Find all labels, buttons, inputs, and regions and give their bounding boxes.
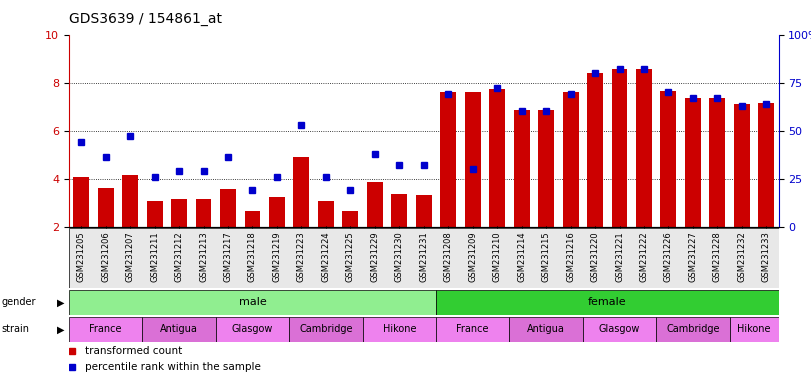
Text: GSM231224: GSM231224 xyxy=(321,232,330,282)
Text: GSM231222: GSM231222 xyxy=(640,232,649,282)
FancyBboxPatch shape xyxy=(436,290,779,315)
Bar xyxy=(685,98,701,227)
Bar xyxy=(195,199,212,227)
Bar xyxy=(489,89,505,227)
Text: GSM231208: GSM231208 xyxy=(444,232,453,282)
Text: GDS3639 / 154861_at: GDS3639 / 154861_at xyxy=(69,12,222,25)
Text: ▶: ▶ xyxy=(58,297,65,308)
Text: GSM231220: GSM231220 xyxy=(590,232,599,282)
FancyBboxPatch shape xyxy=(583,317,656,342)
Text: GSM231210: GSM231210 xyxy=(492,232,502,282)
Text: France: France xyxy=(89,324,122,334)
Text: Glasgow: Glasgow xyxy=(232,324,273,334)
FancyBboxPatch shape xyxy=(509,317,583,342)
FancyBboxPatch shape xyxy=(69,317,143,342)
Text: France: France xyxy=(457,324,489,334)
FancyBboxPatch shape xyxy=(730,317,779,342)
FancyBboxPatch shape xyxy=(69,228,779,288)
Bar xyxy=(342,211,358,227)
Bar xyxy=(171,199,187,227)
Text: percentile rank within the sample: percentile rank within the sample xyxy=(84,362,260,372)
Text: GSM231216: GSM231216 xyxy=(566,232,575,282)
Text: GSM231232: GSM231232 xyxy=(737,232,746,282)
Text: GSM231205: GSM231205 xyxy=(77,232,86,282)
Text: GSM231218: GSM231218 xyxy=(248,232,257,282)
Text: GSM231219: GSM231219 xyxy=(272,232,281,282)
Bar xyxy=(710,98,725,227)
Bar xyxy=(220,189,236,227)
Bar xyxy=(440,92,456,227)
Text: GSM231221: GSM231221 xyxy=(615,232,624,282)
Bar xyxy=(416,195,431,227)
Text: GSM231228: GSM231228 xyxy=(713,232,722,282)
Text: GSM231226: GSM231226 xyxy=(664,232,673,282)
Text: GSM231217: GSM231217 xyxy=(224,232,233,282)
Text: GSM231212: GSM231212 xyxy=(174,232,183,282)
Bar xyxy=(97,188,114,227)
Text: GSM231225: GSM231225 xyxy=(345,232,355,282)
Bar xyxy=(244,211,260,227)
Text: Antigua: Antigua xyxy=(527,324,565,334)
FancyBboxPatch shape xyxy=(290,317,363,342)
Text: Hikone: Hikone xyxy=(383,324,416,334)
FancyBboxPatch shape xyxy=(216,317,290,342)
Bar xyxy=(318,201,334,227)
Text: GSM231227: GSM231227 xyxy=(689,232,697,282)
Bar xyxy=(147,201,162,227)
Text: Cambridge: Cambridge xyxy=(299,324,353,334)
FancyBboxPatch shape xyxy=(656,317,730,342)
Bar xyxy=(465,92,481,227)
Bar xyxy=(636,70,652,227)
Text: strain: strain xyxy=(2,324,30,334)
Text: Antigua: Antigua xyxy=(160,324,198,334)
Text: GSM231207: GSM231207 xyxy=(126,232,135,282)
Bar xyxy=(392,194,407,227)
Text: GSM231213: GSM231213 xyxy=(199,232,208,282)
Bar xyxy=(587,73,603,227)
Bar xyxy=(122,175,138,227)
Text: GSM231223: GSM231223 xyxy=(297,232,306,282)
Text: Cambridge: Cambridge xyxy=(666,324,719,334)
Text: GSM231214: GSM231214 xyxy=(517,232,526,282)
Bar xyxy=(269,197,285,227)
Text: GSM231215: GSM231215 xyxy=(542,232,551,282)
Bar xyxy=(367,182,383,227)
Text: gender: gender xyxy=(2,297,36,308)
FancyBboxPatch shape xyxy=(143,317,216,342)
Bar xyxy=(660,91,676,227)
Text: GSM231206: GSM231206 xyxy=(101,232,110,282)
Text: transformed count: transformed count xyxy=(84,346,182,356)
Text: GSM231233: GSM231233 xyxy=(762,232,770,282)
Text: GSM231229: GSM231229 xyxy=(371,232,380,282)
Bar xyxy=(294,157,309,227)
Bar xyxy=(758,103,775,227)
Text: GSM231209: GSM231209 xyxy=(468,232,477,282)
Text: GSM231231: GSM231231 xyxy=(419,232,428,282)
Text: GSM231230: GSM231230 xyxy=(395,232,404,282)
Bar xyxy=(539,110,554,227)
Bar xyxy=(611,70,628,227)
Text: GSM231211: GSM231211 xyxy=(150,232,159,282)
Text: ▶: ▶ xyxy=(58,324,65,334)
Bar xyxy=(513,110,530,227)
Text: female: female xyxy=(588,297,627,308)
Text: Glasgow: Glasgow xyxy=(599,324,640,334)
FancyBboxPatch shape xyxy=(69,290,436,315)
Bar xyxy=(563,92,578,227)
Text: male: male xyxy=(238,297,266,308)
Bar xyxy=(73,177,89,227)
FancyBboxPatch shape xyxy=(363,317,436,342)
FancyBboxPatch shape xyxy=(436,317,509,342)
Text: Hikone: Hikone xyxy=(737,324,770,334)
Bar xyxy=(734,104,750,227)
